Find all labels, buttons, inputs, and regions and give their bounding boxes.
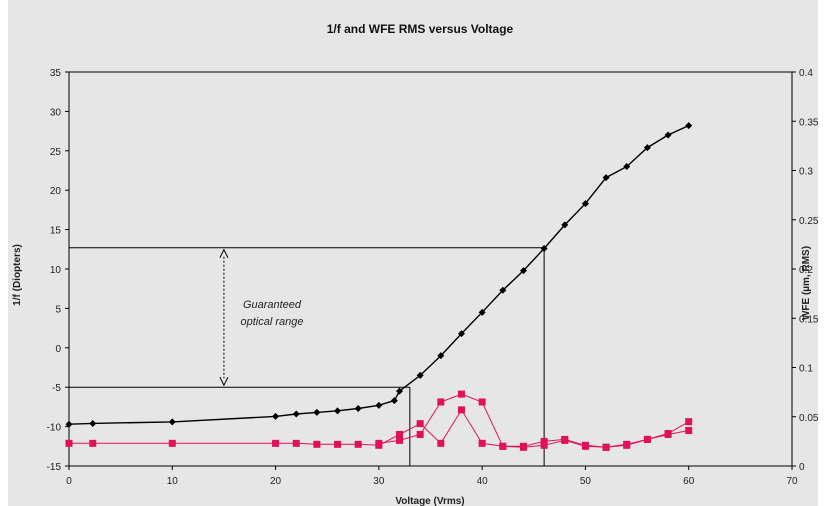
data-point-square [89, 439, 97, 447]
data-point-diamond [375, 401, 383, 409]
data-point-diamond [478, 308, 486, 316]
data-point-square [168, 439, 176, 447]
y-right-tick-label: 0.05 [799, 413, 819, 424]
annotation-line-2: optical range [241, 316, 304, 328]
data-point-diamond [396, 387, 404, 395]
data-point-square [334, 440, 342, 448]
plot-area: 0 10 20 30 40 50 60 70 -15 -10 -5 0 5 10 15 20 25 30 35 0 0.… [47, 68, 819, 487]
data-point-diamond [581, 200, 589, 208]
data-point-diamond [499, 286, 507, 294]
y-left-tick-label: 5 [55, 304, 61, 315]
data-point-square [396, 436, 404, 444]
y-left-tick-label: 25 [50, 147, 62, 158]
y-right-tick-label: 0.35 [799, 117, 819, 128]
data-point-square [540, 441, 548, 449]
data-point-square [272, 439, 280, 447]
series-line-2 [378, 393, 689, 448]
y-right-tick-label: 0.25 [799, 216, 819, 227]
data-point-square [396, 430, 404, 438]
data-point-square [499, 442, 507, 450]
data-point-square [664, 429, 672, 437]
data-point-square [437, 398, 445, 406]
data-point-square [65, 439, 73, 447]
data-point-square [478, 439, 486, 447]
range-arrow-head-bottom [219, 376, 229, 387]
data-point-diamond [272, 412, 280, 420]
data-point-square [354, 440, 362, 448]
data-point-diamond [519, 267, 527, 275]
data-point-square [519, 443, 527, 451]
data-point-diamond [168, 418, 176, 426]
x-tick-label: 10 [167, 476, 179, 487]
data-point-diamond [561, 221, 569, 229]
x-tick-label: 30 [373, 476, 385, 487]
annotation-line-1: Guaranteed [243, 299, 302, 311]
data-point-diamond [643, 144, 651, 152]
data-point-square [457, 406, 465, 414]
data-point-diamond [540, 245, 548, 253]
x-tick-label: 0 [66, 476, 72, 487]
data-point-square [292, 439, 300, 447]
data-point-diamond [89, 419, 97, 427]
data-point-diamond [313, 408, 321, 416]
y-right-tick-label: 0.2 [799, 265, 813, 276]
range-arrow-head-top [219, 248, 229, 258]
data-point-diamond [623, 163, 631, 171]
y-left-tick-label: 10 [50, 265, 62, 276]
data-point-square [313, 440, 321, 448]
y-left-tick-label: -15 [47, 462, 62, 473]
y-left-tick-label: 15 [50, 226, 62, 237]
y-right-axis-title: WFE (µm, RMS) [801, 246, 812, 320]
x-tick-label: 20 [270, 476, 282, 487]
y-right-tick-label: 0.3 [799, 167, 813, 178]
x-axis-title: Voltage (Vrms) [395, 496, 464, 506]
data-point-diamond [390, 397, 398, 405]
chart-background [8, 0, 818, 506]
data-point-square [685, 418, 693, 426]
data-point-square [540, 437, 548, 445]
x-tick-label: 50 [580, 476, 592, 487]
data-point-square [643, 435, 651, 443]
data-point-square [375, 439, 383, 447]
data-point-square [478, 398, 486, 406]
data-point-square [581, 442, 589, 450]
y-right-tick-label: 0 [799, 462, 805, 473]
y-right-tick-label: 0.1 [799, 364, 813, 375]
data-point-diamond [354, 404, 362, 412]
y-left-tick-label: 0 [55, 344, 61, 355]
data-point-square [437, 439, 445, 447]
data-point-square [623, 441, 631, 449]
data-point-diamond [416, 371, 424, 379]
data-point-diamond [685, 122, 693, 130]
y-left-axis-title: 1/f (Diopters) [12, 244, 23, 306]
y-right-tick-label: 0.15 [799, 314, 819, 325]
data-point-square [561, 436, 569, 444]
annotation-group: Guaranteed optical range [241, 299, 304, 328]
y-left-tick-label: 35 [50, 68, 62, 79]
data-point-diamond [457, 330, 465, 338]
x-tick-label: 40 [477, 476, 489, 487]
data-point-square [602, 443, 610, 451]
chart-title: 1/f and WFE RMS versus Voltage [327, 22, 514, 36]
data-point-square [416, 430, 424, 438]
data-point-square [416, 420, 424, 428]
data-point-diamond [65, 420, 73, 428]
data-point-square [457, 390, 465, 398]
y-left-tick-label: 30 [50, 107, 62, 118]
data-point-diamond [292, 410, 300, 418]
x-tick-label: 70 [786, 476, 798, 487]
y-left-tick-label: -5 [52, 383, 61, 394]
x-tick-label: 60 [683, 476, 695, 487]
data-point-diamond [602, 174, 610, 182]
y-right-tick-label: 0.4 [799, 68, 813, 79]
y-left-tick-label: -10 [47, 423, 62, 434]
data-point-diamond [334, 407, 342, 415]
y-left-tick-label: 20 [50, 186, 62, 197]
data-point-diamond [437, 352, 445, 360]
data-point-square [685, 427, 693, 435]
data-point-diamond [664, 131, 672, 139]
